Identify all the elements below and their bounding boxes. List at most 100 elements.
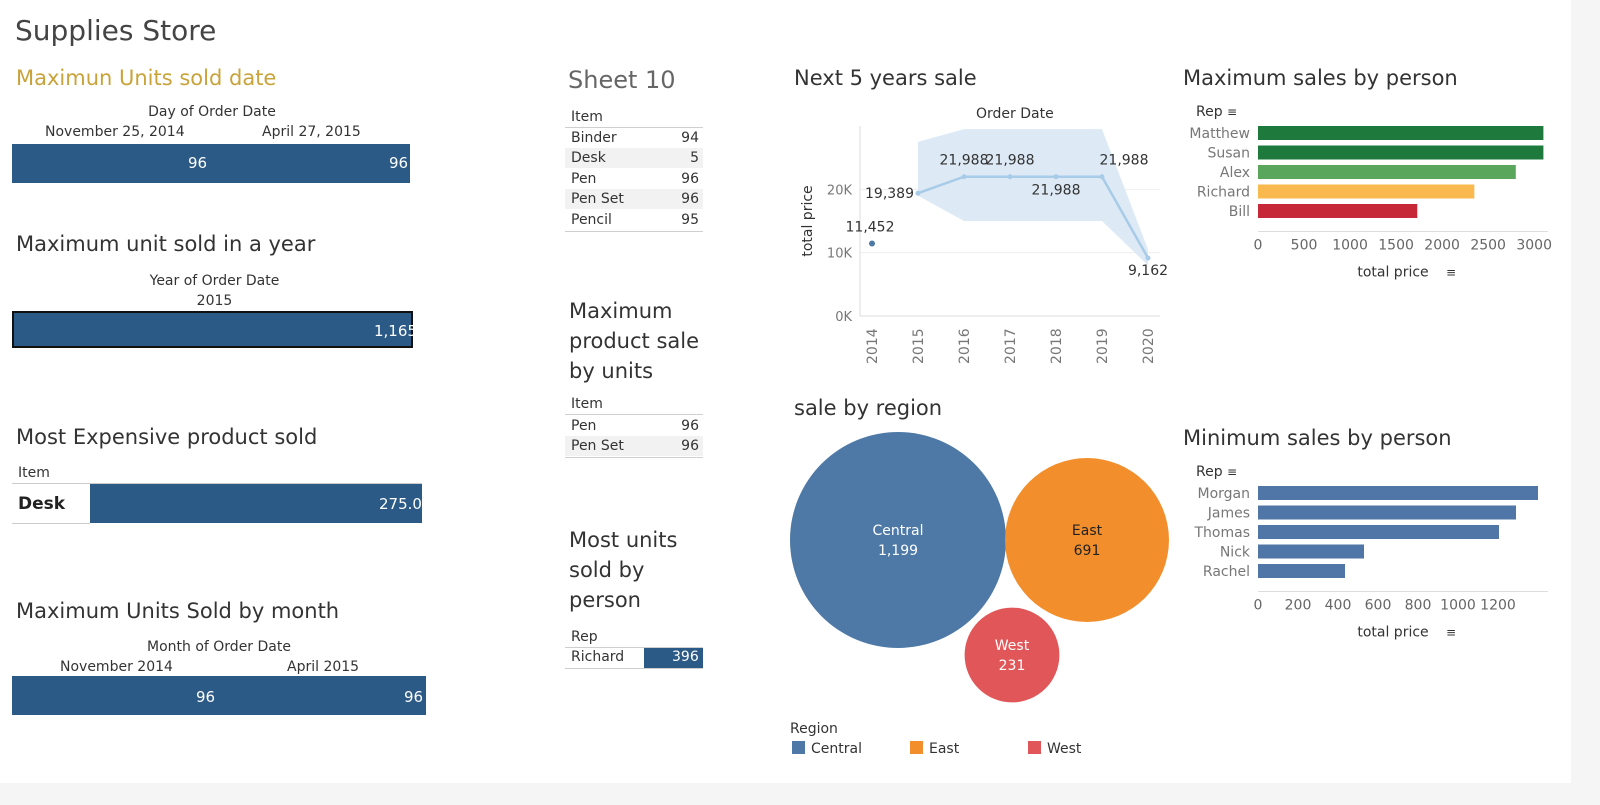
legend-label: West [1047, 741, 1082, 757]
bubble-value: 1,199 [878, 543, 918, 559]
legend-item[interactable]: East [910, 741, 959, 757]
bar [1258, 145, 1544, 160]
line-point [1053, 174, 1059, 180]
line-ytick: 0K [835, 310, 852, 325]
sheet10-value: 96 [681, 171, 699, 187]
line-data-label: 19,389 [865, 186, 914, 202]
x-tick: 2500 [1470, 238, 1506, 254]
line-point [869, 240, 875, 247]
line-chart-xlabel: Order Date [976, 106, 1054, 122]
unit-year-value: 1,165 [374, 322, 417, 340]
region-legend-title: Region [790, 721, 838, 737]
line-xtick: 2015 [911, 328, 927, 364]
sheet10-item: Pen Set [571, 191, 624, 207]
most-units-header-line [565, 647, 703, 648]
table-row[interactable]: Pen 96 [565, 169, 703, 189]
sort-icon: ≡ [1227, 465, 1237, 479]
expensive-divider [12, 483, 422, 484]
table-row[interactable]: Pen Set 96 [565, 189, 703, 209]
units-date-value-2: 96 [389, 154, 409, 172]
legend-label: Central [811, 741, 862, 757]
most-units-bar[interactable] [644, 648, 703, 668]
table-row[interactable]: Pencil 95 [565, 210, 703, 230]
rep-label: Morgan [1198, 486, 1251, 502]
unit-year-bar[interactable] [12, 311, 413, 348]
most-units-title-line-3: person [569, 588, 641, 612]
units-month-bar[interactable] [12, 676, 426, 715]
units-month-title: Maximum Units Sold by month [16, 599, 340, 623]
line-data-label: 21,988 [986, 153, 1035, 169]
sheet10-title: Sheet 10 [568, 66, 676, 94]
legend-label: East [929, 741, 960, 757]
dashboard-title: Supplies Store [15, 14, 217, 47]
dashboard: Supplies Store Maximun Units sold date D… [12, 14, 1565, 757]
x-tick: 0 [1254, 598, 1263, 614]
table-row[interactable]: Pen 96 [565, 416, 703, 436]
line-series [917, 175, 1150, 259]
rep-label: Rachel [1203, 564, 1250, 580]
line-xtick: 2017 [1003, 328, 1019, 364]
legend-swatch [910, 741, 923, 754]
x-tick: 1500 [1378, 238, 1414, 254]
max-product-title-line-1: Maximum [569, 299, 673, 323]
expensive-bar[interactable] [90, 484, 422, 523]
max-product-title-line-2: product sale [569, 329, 700, 353]
most-units-title-line-2: sold by [569, 558, 645, 582]
sheet10-item: Pen [571, 171, 597, 187]
line-xtick: 2016 [957, 328, 973, 364]
min-sales-chart[interactable]: Rep ≡ Morgan James Thomas Nick Rachel 0 200 400 60… [1175, 460, 1565, 645]
x-axis-label: total price [1357, 625, 1428, 641]
units-date-bar[interactable] [12, 144, 410, 183]
sort-icon: ≡ [1227, 105, 1237, 119]
bar [1258, 505, 1516, 520]
region-bubble-chart[interactable]: Central 1,199 East 691 West 231 [780, 430, 1180, 720]
expensive-item: Desk [18, 494, 66, 514]
max-sales-chart[interactable]: Rep ≡ Matthew Susan Alex Richard Bill 0 500 1000 1… [1175, 100, 1565, 285]
rep-axis-header: Rep [1196, 464, 1223, 480]
sheet10-item: Pencil [571, 212, 612, 228]
bubble-label: East [1072, 523, 1103, 539]
table-row[interactable]: Desk 5 [565, 148, 703, 168]
max-product-header: Item [571, 396, 603, 412]
line-xtick: 2019 [1095, 328, 1111, 364]
rep-label: Nick [1220, 545, 1251, 561]
x-tick: 400 [1325, 598, 1352, 614]
bar [1258, 165, 1516, 179]
x-tick: 2000 [1424, 238, 1460, 254]
line-xtick: 2014 [865, 328, 881, 364]
line-point [961, 174, 967, 180]
line-point [1145, 255, 1151, 261]
expensive-title: Most Expensive product sold [16, 425, 318, 449]
legend-item[interactable]: West [1028, 741, 1081, 757]
rep-label: Thomas [1193, 525, 1250, 541]
table-row[interactable]: Pen Set 96 [565, 436, 703, 456]
x-tick: 3000 [1516, 238, 1552, 254]
bar [1258, 126, 1544, 140]
unit-year-header: Year of Order Date [149, 273, 280, 289]
bubble-east [1005, 458, 1169, 622]
units-date-value-1: 96 [188, 154, 208, 172]
legend-item[interactable]: Central [792, 741, 862, 757]
min-sales-title: Minimum sales by person [1183, 426, 1452, 450]
x-tick: 500 [1291, 238, 1318, 254]
sort-icon: ≡ [1446, 626, 1456, 640]
line-data-label: 9,162 [1128, 263, 1168, 279]
legend-swatch [792, 741, 805, 754]
rep-label: Alex [1220, 165, 1250, 181]
units-date-header: Day of Order Date [148, 104, 276, 120]
units-month-col-1: November 2014 [60, 659, 173, 675]
sheet10-item: Binder [571, 130, 617, 146]
rep-label: Susan [1207, 146, 1250, 162]
x-tick: 600 [1365, 598, 1392, 614]
bar [1258, 525, 1499, 539]
sheet10-header-line [565, 127, 703, 128]
line-data-label: 21,988 [1100, 153, 1149, 169]
bar [1258, 184, 1475, 199]
line-ylabel: total price [800, 185, 816, 256]
table-row[interactable]: Binder 94 [565, 128, 703, 148]
units-month-col-2: April 2015 [287, 659, 360, 675]
rep-label: Richard [1197, 185, 1250, 201]
max-product-title-line-3: by units [569, 359, 654, 383]
rep-label: Matthew [1189, 126, 1250, 142]
